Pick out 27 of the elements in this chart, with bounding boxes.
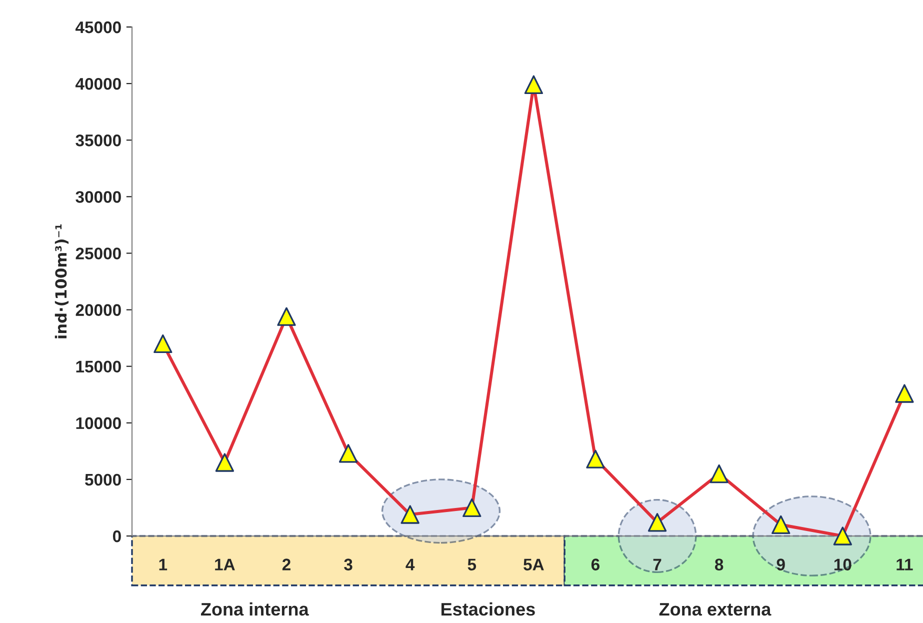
y-tick-label: 20000	[76, 304, 121, 316]
x-tick-label: 1A	[215, 558, 235, 570]
y-tick-label: 5000	[85, 474, 121, 486]
x-axis-title: Estaciones	[441, 602, 535, 616]
text: Zona externa	[659, 603, 772, 616]
x-tick-label: 4	[406, 558, 415, 570]
x-tick-label: 1	[159, 558, 168, 570]
text: Zona interna	[200, 602, 309, 616]
x-tick-label: 2	[282, 558, 290, 570]
y-tick-label: 40000	[75, 78, 121, 90]
x-tick-label: 6	[591, 558, 600, 570]
y-tick-label: 45000	[75, 21, 121, 34]
y-tick-label: 25000	[76, 248, 121, 260]
x-tick-label: 11	[896, 558, 913, 570]
y-axis-title: ind·(100m³)⁻¹	[54, 224, 69, 338]
y-tick-label: 0	[112, 530, 121, 542]
y-tick-label: 15000	[76, 360, 121, 373]
x-tick-label: 10	[834, 558, 852, 570]
y-tick-label: 10000	[76, 417, 121, 430]
x-tick-label: 3	[344, 558, 352, 570]
y-tick-label: 30000	[76, 191, 121, 203]
x-tick-label: 9	[776, 558, 785, 570]
y-tick-label: 35000	[76, 134, 121, 146]
x-tick-label: 5	[468, 558, 476, 570]
x-tick-label: 5A	[524, 558, 544, 570]
x-tick-label: 7	[653, 558, 662, 570]
x-tick-label: 8	[714, 558, 724, 570]
